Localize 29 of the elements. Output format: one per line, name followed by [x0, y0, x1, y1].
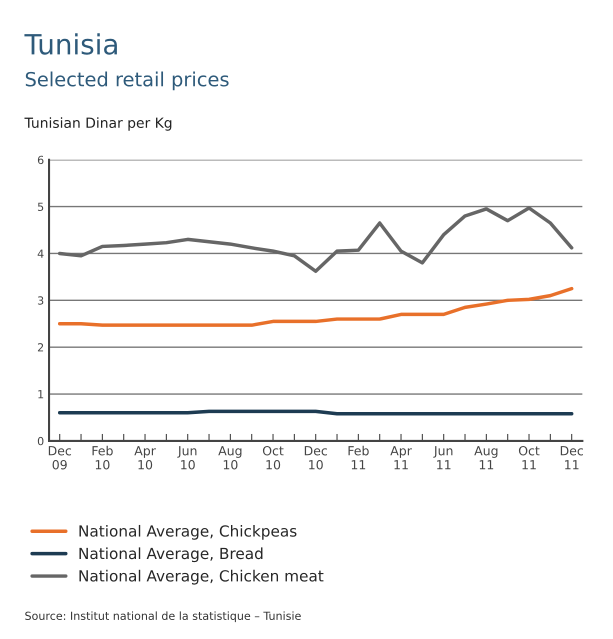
x-tick-label: Aug 10: [218, 446, 242, 470]
x-tick-label: Dec 09: [48, 446, 72, 470]
x-tick-label: Oct 11: [518, 446, 540, 470]
line-series: [58, 286, 574, 327]
y-axis-title: Tunisian Dinar per Kg: [24, 117, 172, 131]
legend-label: National Average, Chickpeas: [79, 524, 296, 540]
y-tick-label: 2: [38, 343, 44, 352]
y-tick-label: 4: [38, 250, 44, 258]
x-tick-label: Apr 10: [134, 446, 156, 470]
chart-title: Tunisia: [24, 33, 117, 55]
x-tick-label: Jun 11: [433, 446, 452, 470]
legend-label: National Average, Chicken meat: [79, 570, 324, 585]
y-tick-label: 1: [38, 390, 44, 398]
line-series: [58, 206, 574, 274]
y-tick-label: 5: [38, 202, 44, 211]
x-tick-label: Dec 11: [560, 446, 583, 470]
x-tick-label: Jun 10: [177, 446, 196, 470]
x-tick-label: Feb 10: [92, 446, 113, 470]
chart-subtitle: Selected retail prices: [26, 71, 229, 90]
y-tick-label: 3: [38, 296, 44, 305]
y-tick-label: 0: [38, 436, 44, 446]
x-tick-label: Dec 10: [304, 446, 328, 470]
x-tick-label: Aug 11: [474, 446, 498, 470]
legend-label: National Average, Bread: [79, 547, 262, 562]
y-tick-label: 6: [38, 156, 44, 164]
x-tick-label: Feb 11: [348, 446, 369, 470]
source-note: Source: Institut national de la statistique – Tunisie: [25, 611, 301, 622]
x-tick-label: Oct 10: [262, 446, 284, 470]
x-tick-label: Apr 11: [390, 446, 412, 470]
